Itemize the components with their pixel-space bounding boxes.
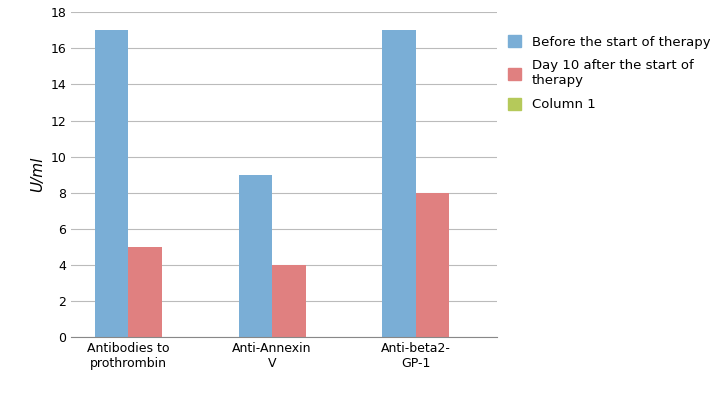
Bar xyxy=(382,30,415,337)
Bar xyxy=(239,175,272,337)
Bar xyxy=(129,247,162,337)
Bar xyxy=(272,265,305,337)
Y-axis label: U/ml: U/ml xyxy=(30,157,45,192)
Bar xyxy=(95,30,129,337)
Bar xyxy=(415,193,449,337)
Legend: Before the start of therapy, Day 10 after the start of
therapy, Column 1: Before the start of therapy, Day 10 afte… xyxy=(508,35,710,111)
